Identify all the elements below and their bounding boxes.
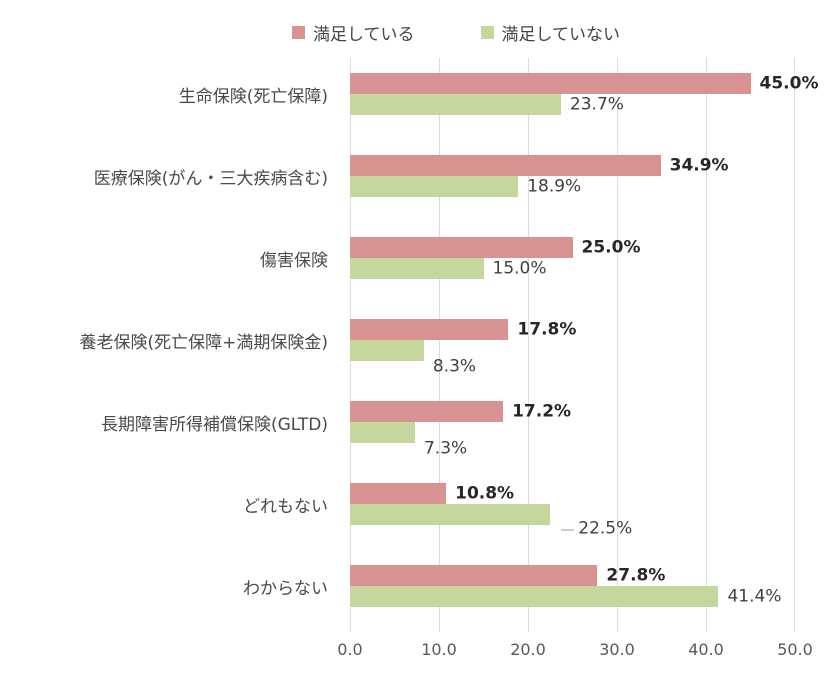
chart-row: 17.8% 8.3% (350, 304, 795, 386)
value-label-unsatisfied: 15.0% (492, 258, 547, 278)
bar-unsatisfied: 15.0% (350, 258, 547, 279)
value-label-satisfied: 25.0% (581, 237, 641, 257)
value-label-satisfied: 10.8% (455, 483, 515, 503)
x-axis-tick-label: 50.0 (777, 640, 813, 659)
category-label: 傷害保険 (260, 250, 328, 271)
value-label-unsatisfied: 18.9% (527, 176, 582, 196)
legend-item-unsatisfied: 満足していない (480, 20, 621, 45)
unsatisfied-swatch-icon (480, 26, 494, 39)
x-axis-tick-label: 40.0 (688, 640, 724, 659)
category-label: 長期障害所得補償保険(GLTD) (100, 414, 328, 435)
legend-item-satisfied: 満足している (292, 20, 415, 45)
value-label-satisfied: 27.8% (606, 565, 666, 585)
chart-row: 25.0% 15.0% (350, 222, 795, 304)
gridline (528, 58, 529, 632)
value-label-satisfied: 45.0% (759, 73, 819, 93)
value-label-unsatisfied: 8.3% (432, 356, 477, 377)
x-axis: 0.0 10.0 20.0 30.0 40.0 50.0 (337, 640, 813, 664)
bar-satisfied: 25.0% (350, 237, 640, 258)
bar-unsatisfied: 18.9% (350, 176, 581, 197)
bar-unsatisfied: 7.3% (350, 422, 467, 457)
bar-satisfied: 10.8% (350, 483, 514, 504)
x-axis-tick-label: 30.0 (599, 640, 635, 659)
gridline (706, 58, 707, 632)
bar-satisfied: 17.8% (350, 319, 576, 340)
chart-rows: 45.0% 23.7% 34.9% 18.9% 25.0% 15.0% 17.8… (350, 58, 818, 632)
category-axis: 生命保険(死亡保障) 医療保険(がん・三大疾病含む) 傷害保険養老保険(死亡保障+満… (0, 58, 339, 632)
bar-satisfied: 27.8% (350, 565, 665, 586)
gridline (794, 58, 795, 632)
x-axis-tick-label: 0.0 (337, 640, 363, 659)
value-label-unsatisfied: 23.7% (569, 94, 624, 114)
value-label-unsatisfied: 7.3% (423, 438, 468, 459)
chart-row: 17.2% 7.3% (350, 386, 795, 468)
satisfied-swatch-icon (292, 26, 305, 39)
value-label-unsatisfied: 22.5% (559, 520, 632, 538)
chart-row: 34.9% 18.9% (350, 140, 795, 222)
value-label-satisfied: 17.2% (512, 401, 572, 421)
chart-row: 45.0% 23.7% (350, 58, 818, 140)
category-label: 生命保険(死亡保障) (178, 86, 328, 107)
chart-row: 27.8% 41.4% (350, 550, 795, 632)
x-axis-tick-label: 20.0 (510, 640, 546, 659)
category-label: 養老保険(死亡保障+満期保険金) (79, 332, 328, 353)
category-label: わからない (243, 578, 328, 599)
plot-area: 45.0% 23.7% 34.9% 18.9% 25.0% 15.0% 17.8… (350, 58, 818, 632)
value-label-unsatisfied: 41.4% (727, 586, 782, 606)
bar-satisfied: 17.2% (350, 401, 571, 422)
bar-unsatisfied: 22.5% (350, 504, 632, 537)
chart-row: 10.8% 22.5% (350, 468, 795, 550)
value-label-satisfied: 17.8% (517, 319, 577, 339)
category-label: 医療保険(がん・三大疾病含む) (93, 168, 328, 189)
gridline (617, 58, 618, 632)
bar-satisfied: 45.0% (350, 73, 818, 94)
gridline (439, 58, 440, 632)
value-label-satisfied: 34.9% (669, 155, 729, 175)
chart-legend: 満足している 満足していない (36, 20, 840, 45)
legend-label-satisfied: 満足している (313, 25, 415, 45)
bar-unsatisfied: 8.3% (350, 340, 476, 375)
bar-unsatisfied: 41.4% (350, 586, 781, 607)
category-label: どれもない (243, 496, 328, 517)
bar-unsatisfied: 23.7% (350, 94, 624, 115)
bar-satisfied: 34.9% (350, 155, 729, 176)
x-axis-tick-label: 10.0 (421, 640, 457, 659)
legend-label-unsatisfied: 満足していない (501, 25, 621, 45)
